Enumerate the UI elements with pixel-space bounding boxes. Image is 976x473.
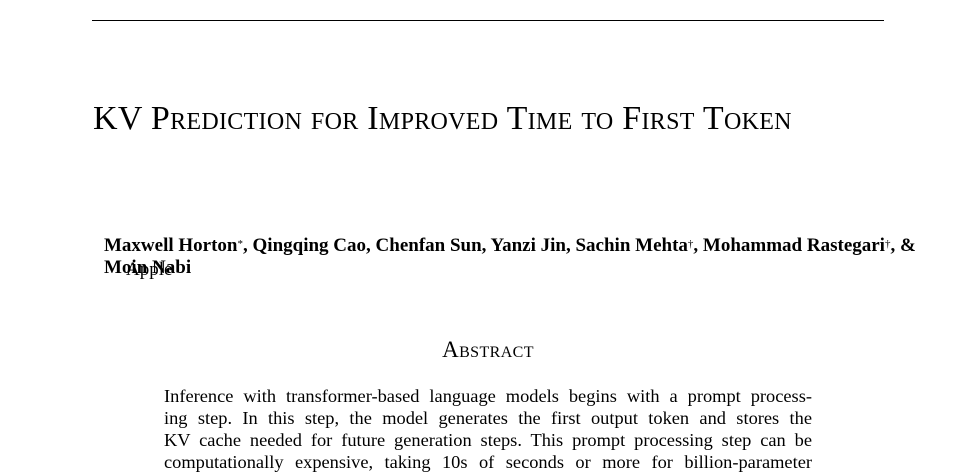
abstract-line: ing step. In this step, the model genera… [164,408,812,428]
author-name: Mohammad Rastegari [702,235,885,256]
author-affiliation: Apple [126,259,173,280]
paper-title: KV Prediction for Improved Time to First… [93,100,792,137]
abstract-line: KV cache needed for future generation st… [164,430,812,450]
author-mark: * [237,238,244,250]
abstract-body: Inference with transformer-based languag… [164,385,812,473]
author-name: Qingqing Cao [252,235,367,256]
author-name: Sachin Mehta [575,235,688,256]
author-name: Chenfan Sun [375,235,482,256]
author-list: Maxwell Horton*, Qingqing Cao, Chenfan S… [104,235,916,278]
author-name: Moin Nabi [104,257,192,278]
abstract-line: Inference with transformer-based languag… [164,386,812,406]
header-rule [92,20,884,21]
author-mark: † [687,238,694,250]
abstract-line: computationally expensive, taking 10s of… [164,452,812,472]
author-name: Yanzi Jin [490,235,566,256]
author-mark: † [884,238,891,250]
author-name: Maxwell Horton [104,235,238,256]
abstract-heading: Abstract [442,337,534,362]
